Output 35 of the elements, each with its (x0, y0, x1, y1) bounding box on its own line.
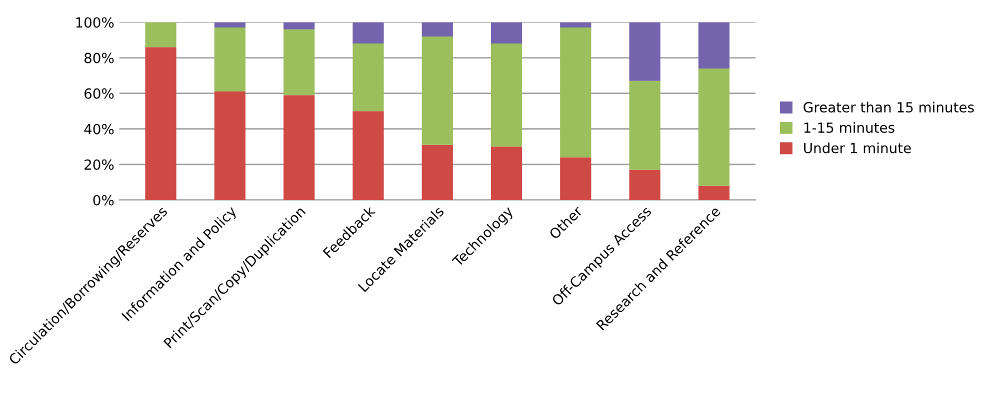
bar (629, 80, 660, 170)
legend-label: Under 1 minute (804, 142, 911, 154)
bar (352, 22, 384, 44)
bar (490, 22, 522, 44)
y-tick-label: 80% (84, 52, 114, 64)
bar (214, 22, 246, 28)
bar (698, 186, 730, 200)
bar (698, 22, 730, 68)
legend-label: Greater than 15 minutes (804, 102, 974, 113)
bar (284, 95, 315, 200)
bar (422, 144, 453, 200)
y-tick-label: 20% (84, 159, 114, 170)
y-tick-label: 40% (84, 124, 114, 134)
bar (422, 22, 453, 36)
bar (145, 22, 176, 48)
bar (422, 36, 453, 145)
bar (284, 29, 315, 96)
bar (560, 157, 592, 200)
bar (145, 47, 176, 200)
y-tick-label: 60% (84, 88, 114, 99)
bar (698, 68, 730, 186)
bar (214, 92, 246, 200)
bar (629, 170, 660, 200)
bar (560, 28, 592, 158)
bar (284, 22, 315, 30)
y-tick-label: 0% (93, 194, 114, 206)
bar (490, 44, 522, 147)
bar (352, 111, 384, 200)
bar (490, 146, 522, 200)
bar (214, 28, 246, 92)
bar (560, 22, 592, 28)
legend-label: 1-15 minutes (804, 122, 894, 133)
bar (629, 22, 660, 81)
bar (352, 44, 384, 112)
y-tick-label: 100% (76, 17, 114, 28)
